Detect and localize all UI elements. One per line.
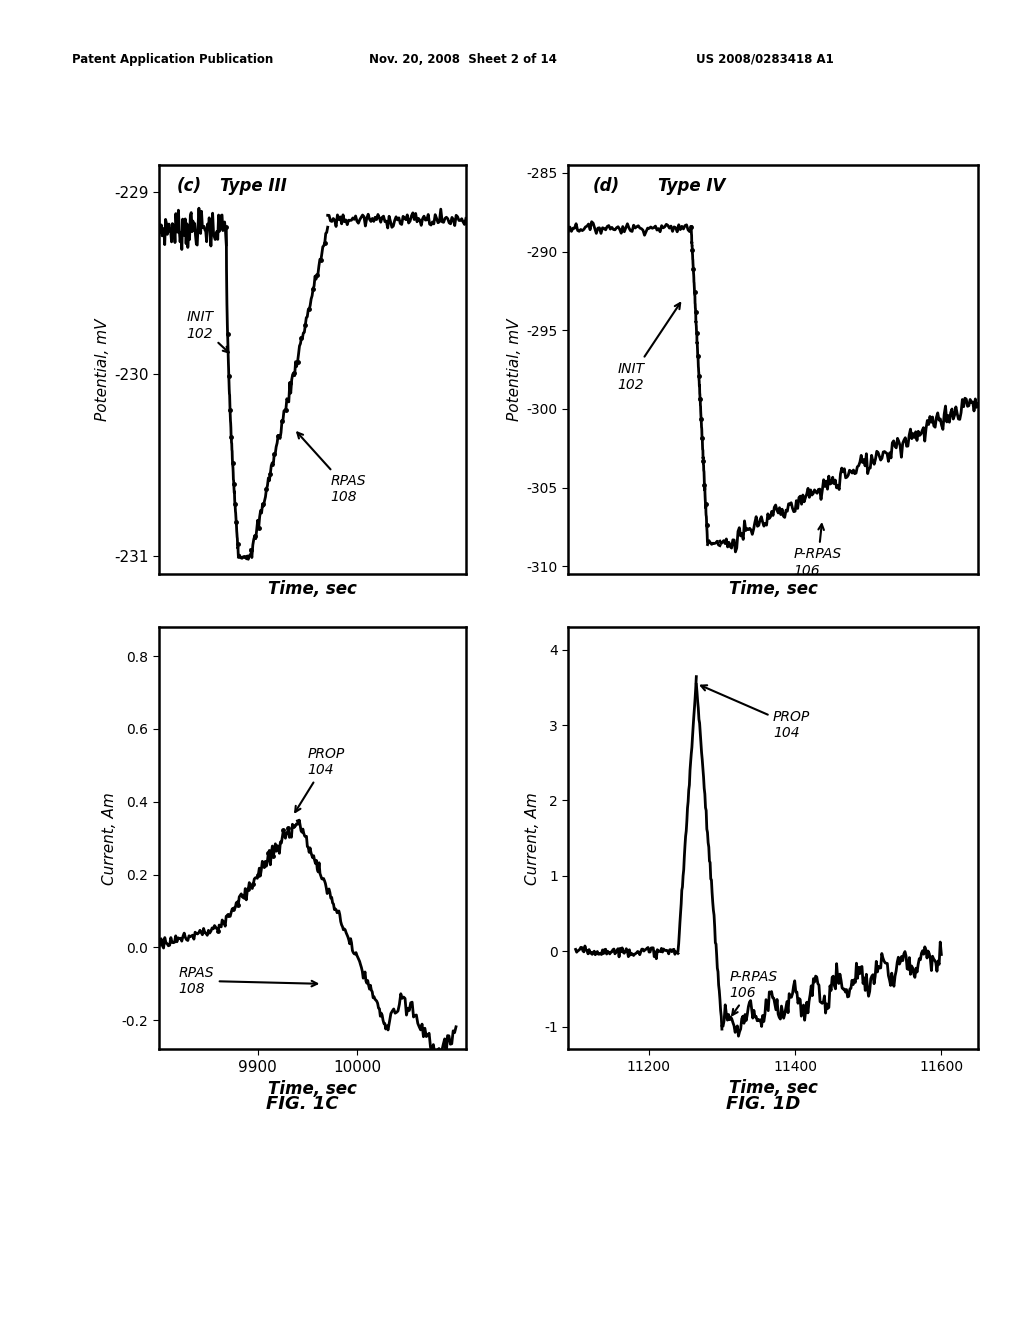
Text: US 2008/0283418 A1: US 2008/0283418 A1: [696, 53, 835, 66]
Text: RPAS
108: RPAS 108: [178, 966, 317, 995]
Text: Patent Application Publication: Patent Application Publication: [72, 53, 273, 66]
Text: PROP
104: PROP 104: [295, 747, 345, 812]
X-axis label: Time, sec: Time, sec: [268, 1080, 356, 1098]
Y-axis label: Current, Am: Current, Am: [525, 792, 540, 884]
Y-axis label: Potential, mV: Potential, mV: [94, 318, 110, 421]
Text: P-RPAS
106: P-RPAS 106: [729, 970, 777, 1015]
Text: INIT
102: INIT 102: [617, 304, 680, 392]
Text: P-RPAS
106: P-RPAS 106: [794, 524, 842, 578]
X-axis label: Time, sec: Time, sec: [729, 1080, 817, 1097]
X-axis label: Time, sec: Time, sec: [729, 579, 817, 598]
Text: (c): (c): [177, 177, 203, 195]
Text: PROP
104: PROP 104: [701, 685, 810, 741]
Text: INIT
102: INIT 102: [186, 310, 228, 352]
Text: FIG. 1D: FIG. 1D: [726, 1094, 800, 1113]
Text: Nov. 20, 2008  Sheet 2 of 14: Nov. 20, 2008 Sheet 2 of 14: [369, 53, 556, 66]
Y-axis label: Potential, mV: Potential, mV: [508, 318, 522, 421]
X-axis label: Time, sec: Time, sec: [268, 579, 356, 598]
Text: Type IV: Type IV: [658, 177, 726, 195]
Text: RPAS
108: RPAS 108: [297, 433, 367, 504]
Y-axis label: Current, Am: Current, Am: [102, 792, 118, 884]
Text: FIG. 1C: FIG. 1C: [266, 1094, 338, 1113]
Text: (d): (d): [593, 177, 620, 195]
Text: Type III: Type III: [220, 177, 287, 195]
